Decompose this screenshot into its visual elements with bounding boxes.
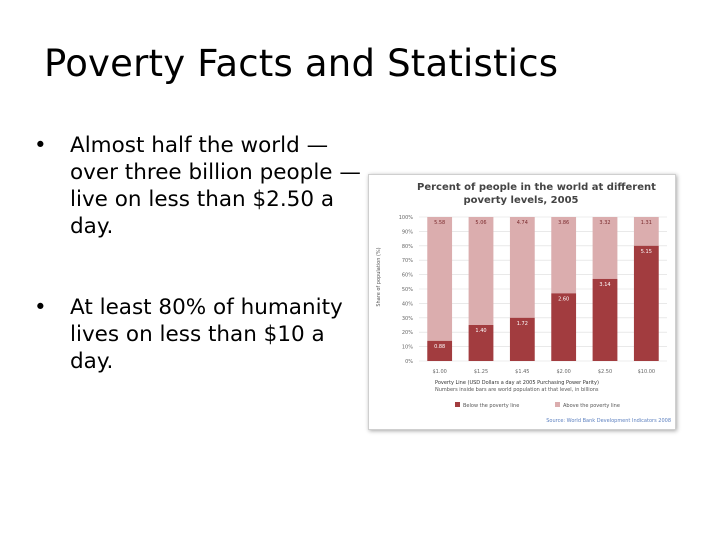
x-axis-label: Poverty Line (USD Dollars a day at 2005 …	[435, 380, 599, 386]
y-tick-label: 30%	[402, 316, 413, 322]
bar-below	[633, 245, 659, 361]
y-tick-label: 90%	[402, 229, 413, 235]
data-label-below: 3.14	[599, 282, 610, 288]
bullet-text: At least 80% of humanity lives on less t…	[70, 295, 343, 374]
poverty-chart: Percent of people in the world at differ…	[376, 182, 671, 424]
x-tick-label: $2.50	[598, 369, 612, 375]
bullet-marker: •	[34, 133, 47, 158]
bullet-list: • Almost half the world — over three bil…	[34, 132, 364, 429]
x-tick-label: $1.00	[433, 369, 447, 375]
bar-below	[551, 293, 577, 361]
chart-figure: Percent of people in the world at differ…	[368, 174, 676, 430]
bar-above	[468, 217, 494, 325]
bullet-marker: •	[34, 295, 47, 320]
y-tick-label: 0%	[405, 359, 413, 365]
y-tick-label: 80%	[402, 244, 413, 250]
data-label-below: 0.88	[434, 344, 445, 350]
y-tick-label: 40%	[402, 301, 413, 307]
bar-above	[509, 217, 535, 318]
bullet-text: Almost half the world — over three billi…	[70, 133, 361, 239]
data-label-below: 1.72	[517, 321, 528, 327]
chart-title-line-2: poverty levels, 2005	[463, 195, 578, 206]
y-tick-label: 70%	[402, 258, 413, 264]
data-label-above: 5.06	[475, 220, 486, 226]
data-label-above: 5.58	[434, 220, 445, 226]
x-tick-label: $10.00	[638, 369, 656, 375]
x-tick-label: $2.00	[557, 369, 571, 375]
legend-swatch	[555, 402, 560, 407]
y-tick-label: 100%	[399, 215, 414, 221]
x-tick-label: $1.25	[474, 369, 488, 375]
bar-above	[551, 217, 577, 294]
data-label-below: 1.40	[475, 328, 486, 334]
bar-below	[509, 317, 535, 361]
y-tick-label: 20%	[402, 330, 413, 336]
y-axis-label: Share of population (%)	[376, 247, 382, 306]
bar-above	[633, 217, 659, 246]
legend-swatch	[455, 402, 460, 407]
bullet-item: • Almost half the world — over three bil…	[34, 132, 364, 240]
slide-title: Poverty Facts and Statistics	[44, 42, 559, 85]
legend-label: Above the poverty line	[563, 403, 620, 409]
data-label-below: 5.15	[641, 249, 652, 255]
y-tick-label: 60%	[402, 273, 413, 279]
x-tick-label: $1.45	[515, 369, 529, 375]
data-label-above: 1.31	[641, 220, 652, 226]
bar-below	[427, 340, 453, 361]
bar-above	[592, 217, 618, 279]
chart-subnote: Numbers inside bars are world population…	[435, 387, 599, 393]
y-tick-label: 50%	[402, 287, 413, 293]
legend-label: Below the poverty line	[463, 403, 519, 409]
bar-below	[468, 325, 494, 361]
bar-below	[592, 278, 618, 361]
y-tick-label: 10%	[402, 345, 413, 351]
data-label-above: 3.32	[599, 220, 610, 226]
bullet-item: • At least 80% of humanity lives on less…	[34, 294, 364, 375]
data-label-above: 3.86	[558, 220, 569, 226]
chart-source: Source: World Bank Development Indicator…	[546, 418, 671, 424]
data-label-above: 4.74	[517, 220, 528, 226]
chart-title-line-1: Percent of people in the world at differ…	[417, 182, 656, 193]
data-label-below: 2.60	[558, 296, 569, 302]
bar-above	[427, 217, 453, 341]
